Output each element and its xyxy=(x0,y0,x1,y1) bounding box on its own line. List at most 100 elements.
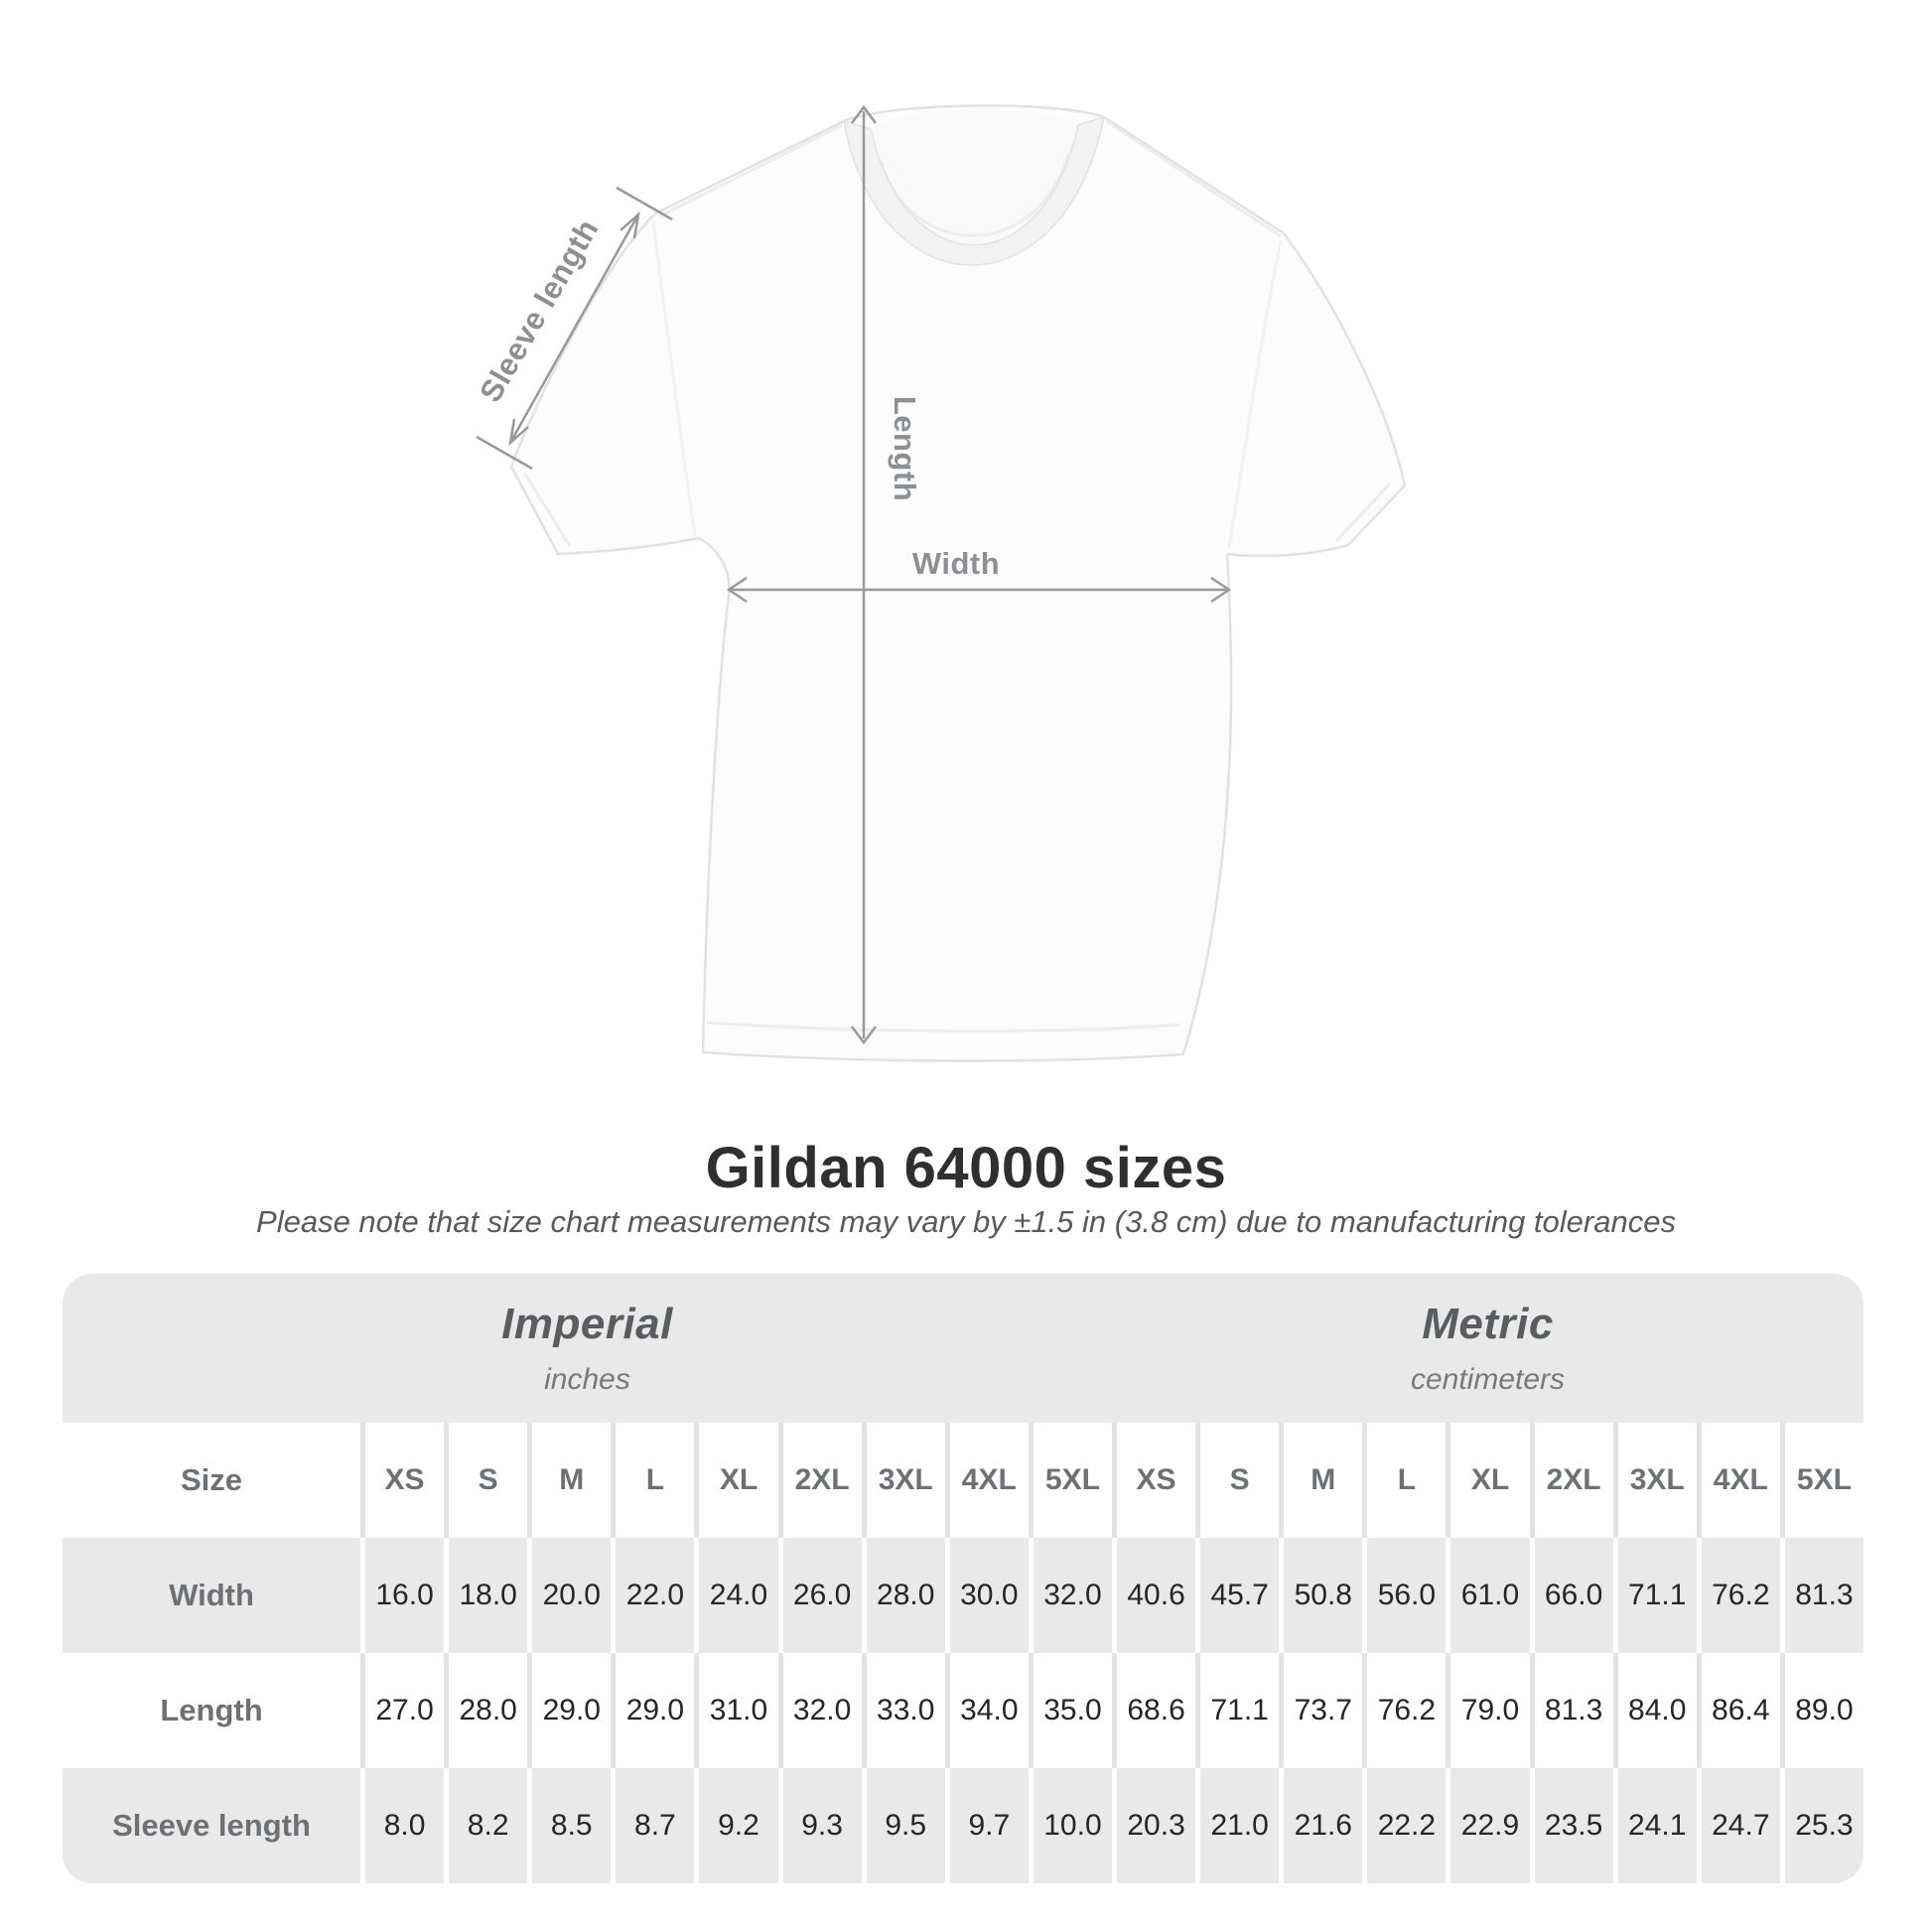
metric-title: Metric xyxy=(1422,1300,1554,1348)
value-cell: 56.0 xyxy=(1362,1538,1446,1653)
value-cell: 68.6 xyxy=(1112,1653,1195,1768)
value-cell: 22.9 xyxy=(1446,1768,1529,1883)
table-row: Size XS S M L XL 2XL 3XL 4XL 5XL XS S M L XL 2XL 3XL 4XL 5… xyxy=(63,1423,1863,1538)
value-cell: 73.7 xyxy=(1279,1653,1362,1768)
imperial-header: Imperial inches xyxy=(63,1274,1112,1423)
tshirt-diagram: Width Length Sleeve length xyxy=(473,104,1407,1062)
value-cell: 50.8 xyxy=(1279,1538,1362,1653)
value-cell: 24.0 xyxy=(694,1538,777,1653)
value-cell: 9.5 xyxy=(861,1768,945,1883)
value-cell: 45.7 xyxy=(1195,1538,1279,1653)
value-cell: 40.6 xyxy=(1112,1538,1195,1653)
value-cell: 23.5 xyxy=(1529,1768,1613,1883)
table-row: Width 16.0 18.0 20.0 22.0 24.0 26.0 28.0 30.0 32.… xyxy=(63,1538,1863,1653)
shoulder-seam-right xyxy=(1105,119,1282,238)
value-cell: 76.2 xyxy=(1362,1653,1446,1768)
cuff-seam-right xyxy=(1334,482,1392,543)
value-cell: 76.2 xyxy=(1696,1538,1780,1653)
page-subtitle: Please note that size chart measurements… xyxy=(256,1204,1676,1239)
size-header-cell: XL xyxy=(1446,1423,1529,1538)
size-header-cell: S xyxy=(444,1423,527,1538)
value-cell: 9.7 xyxy=(944,1768,1029,1883)
width-label: Width xyxy=(912,546,1000,581)
size-header-cell: 3XL xyxy=(1612,1423,1697,1538)
value-cell: 8.5 xyxy=(527,1768,611,1883)
armpit-fold-left xyxy=(651,221,697,537)
size-header-cell: L xyxy=(1362,1423,1446,1538)
page-title: Gildan 64000 sizes xyxy=(705,1136,1227,1200)
value-cell: 21.0 xyxy=(1195,1768,1279,1883)
value-cell: 30.0 xyxy=(944,1538,1029,1653)
value-cell: 84.0 xyxy=(1612,1653,1697,1768)
size-header-cell: 5XL xyxy=(1779,1423,1863,1538)
collar-opening xyxy=(871,109,1078,245)
collar-band xyxy=(843,115,1105,266)
value-cell: 28.0 xyxy=(861,1538,945,1653)
value-cell: 18.0 xyxy=(444,1538,527,1653)
value-cell: 8.7 xyxy=(611,1768,694,1883)
metric-header: Metric centimeters xyxy=(1112,1274,1863,1423)
size-table: Imperial inches Metric centimeters Size X… xyxy=(63,1274,1863,1883)
value-cell: 21.6 xyxy=(1279,1768,1362,1883)
tshirt-body xyxy=(509,104,1407,1062)
value-cell: 89.0 xyxy=(1779,1653,1863,1768)
value-cell: 66.0 xyxy=(1529,1538,1613,1653)
value-cell: 71.1 xyxy=(1612,1538,1697,1653)
value-cell: 61.0 xyxy=(1446,1538,1529,1653)
size-header-cell: M xyxy=(527,1423,611,1538)
value-cell: 22.2 xyxy=(1362,1768,1446,1883)
imperial-unit: inches xyxy=(544,1363,630,1396)
size-header-cell: 4XL xyxy=(1696,1423,1780,1538)
row-label: Sleeve length xyxy=(112,1808,311,1843)
value-cell: 24.7 xyxy=(1696,1768,1780,1883)
value-cell: 22.0 xyxy=(611,1538,694,1653)
value-cell: 25.3 xyxy=(1779,1768,1863,1883)
row-label: Length xyxy=(160,1693,263,1727)
size-header-cell: 3XL xyxy=(861,1423,945,1538)
table-row: Sleeve length 8.0 8.2 8.5 8.7 9.2 9.3 9.5 9.7 10.… xyxy=(63,1768,1863,1883)
value-cell: 9.2 xyxy=(694,1768,777,1883)
value-cell: 79.0 xyxy=(1446,1653,1529,1768)
value-cell: 35.0 xyxy=(1028,1653,1112,1768)
armpit-fold-right xyxy=(1227,239,1283,549)
width-measure-arrow xyxy=(726,576,1232,604)
hem-seam xyxy=(706,1021,1180,1034)
value-cell: 34.0 xyxy=(944,1653,1029,1768)
value-cell: 9.3 xyxy=(777,1768,862,1883)
size-header-cell: XS xyxy=(1112,1423,1195,1538)
size-header-cell: S xyxy=(1195,1423,1279,1538)
size-table-grid: Size XS S M L XL 2XL 3XL 4XL 5XL XS S M L XL 2XL 3XL 4XL 5… xyxy=(63,1423,1863,1883)
value-cell: 26.0 xyxy=(777,1538,862,1653)
value-cell: 24.1 xyxy=(1612,1768,1697,1883)
size-header-cell: 2XL xyxy=(1529,1423,1613,1538)
value-cell: 33.0 xyxy=(861,1653,945,1768)
value-cell: 8.0 xyxy=(360,1768,444,1883)
value-cell: 29.0 xyxy=(527,1653,611,1768)
value-cell: 8.2 xyxy=(444,1768,527,1883)
value-cell: 71.1 xyxy=(1195,1653,1279,1768)
value-cell: 32.0 xyxy=(1028,1538,1112,1653)
value-cell: 81.3 xyxy=(1779,1538,1863,1653)
value-cell: 16.0 xyxy=(360,1538,444,1653)
metric-unit: centimeters xyxy=(1410,1363,1566,1396)
cuff-seam-left xyxy=(522,472,572,547)
size-header-cell: M xyxy=(1279,1423,1362,1538)
size-header-cell: XS xyxy=(360,1423,444,1538)
row-label: Width xyxy=(169,1578,254,1612)
value-cell: 81.3 xyxy=(1529,1653,1613,1768)
imperial-title: Imperial xyxy=(501,1300,673,1348)
value-cell: 20.3 xyxy=(1112,1768,1195,1883)
value-cell: 28.0 xyxy=(444,1653,527,1768)
size-header-cell: 4XL xyxy=(944,1423,1029,1538)
value-cell: 20.0 xyxy=(527,1538,611,1653)
value-cell: 32.0 xyxy=(777,1653,862,1768)
length-label: Length xyxy=(888,396,922,501)
shoulder-seam-left xyxy=(658,123,843,218)
size-header-cell: 5XL xyxy=(1028,1423,1112,1538)
value-cell: 10.0 xyxy=(1028,1768,1112,1883)
value-cell: 86.4 xyxy=(1696,1653,1780,1768)
value-cell: 27.0 xyxy=(360,1653,444,1768)
sleeve-measure-arrow xyxy=(476,186,673,471)
unit-header-row: Imperial inches Metric centimeters xyxy=(63,1274,1863,1423)
